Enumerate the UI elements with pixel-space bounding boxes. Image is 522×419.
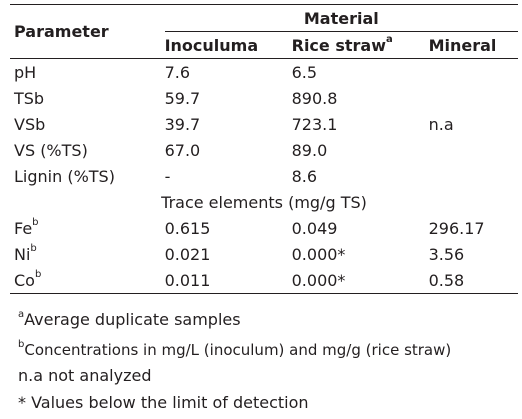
row-rice: 6.5 [291, 62, 318, 82]
material-parameter-table: Parameter Material Inoculuma Rice strawa… [10, 4, 518, 294]
trace-elements-heading: Trace elements (mg/g TS) [161, 192, 367, 212]
row-mineral [429, 59, 518, 86]
trace-rice: 0.000* [291, 244, 346, 264]
footnote-sup: b [18, 338, 25, 350]
trace-param: Nib [10, 241, 165, 267]
table-row: Nib 0.021 0.000* 3.56 [10, 241, 518, 267]
table-row: Feb 0.615 0.049 296.17 [10, 215, 518, 241]
footnote: * Values below the limit of detection [18, 393, 309, 412]
row-inoculum: 39.7 [164, 114, 201, 134]
footnote: aAverage duplicate samples [18, 308, 241, 329]
inoculum-header: Inoculuma [164, 31, 292, 59]
trace-param: Feb [10, 215, 165, 241]
row-param: TSb [14, 88, 45, 108]
row-mineral [429, 137, 518, 163]
row-rice: 723.1 [291, 114, 338, 134]
trace-inoculum: 0.011 [164, 267, 292, 294]
rice-straw-header-sup: a [385, 34, 393, 46]
mineral-header: Mineral [428, 31, 518, 59]
header-row-2: Inoculuma Rice strawa Mineral [10, 31, 518, 59]
trace-param-text: Fe [14, 218, 33, 238]
footnote: bConcentrations in mg/L (inoculum) and m… [18, 338, 452, 359]
trace-rice: 0.000* [291, 267, 429, 294]
footnote: n.a not analyzed [18, 366, 151, 385]
row-inoculum: 67.0 [164, 140, 201, 160]
row-param: pH [14, 62, 37, 82]
trace-mineral: 3.56 [428, 244, 465, 264]
row-param: Lignin (%TS) [14, 166, 115, 186]
row-inoculum: - [164, 166, 171, 186]
row-param: VSb [14, 114, 46, 134]
trace-heading-row: Trace elements (mg/g TS) [10, 189, 518, 215]
material-header: Material [164, 4, 518, 32]
trace-param-text: Ni [14, 244, 31, 264]
row-rice: 8.6 [291, 166, 318, 186]
parameter-header: Parameter [10, 4, 165, 59]
footnote-text: n.a not analyzed [18, 366, 152, 385]
footnote-sup: a [18, 308, 25, 320]
row-rice: 890.8 [291, 88, 338, 108]
table-row: pH 7.6 6.5 [10, 59, 518, 86]
header-row-1: Parameter Material [10, 4, 518, 59]
trace-param: Cob [10, 267, 165, 294]
table-row: Cob 0.011 0.000* 0.58 [10, 267, 518, 294]
trace-param-text: Co [14, 270, 35, 290]
rice-straw-header-text: Rice straw [291, 35, 386, 55]
trace-mineral: 296.17 [428, 218, 485, 238]
row-inoculum: 7.6 [164, 62, 191, 82]
table-row: Lignin (%TS) - 8.6 [10, 163, 518, 189]
row-mineral [429, 163, 518, 189]
table-row: TSb 59.7 890.8 [10, 85, 518, 111]
trace-inoculum: 0.021 [164, 244, 211, 264]
footnote-text: * Values below the limit of detection [18, 393, 309, 412]
footnote-text: Average duplicate samples [24, 310, 241, 329]
trace-inoculum: 0.615 [164, 218, 211, 238]
row-mineral [429, 85, 518, 111]
trace-param-sup: b [30, 243, 37, 255]
footnote-text: Concentrations in mg/L (inoculum) and mg… [24, 341, 452, 359]
rice-straw-header: Rice strawa [291, 31, 429, 59]
trace-mineral: 0.58 [428, 267, 518, 294]
row-param: VS (%TS) [14, 140, 88, 160]
trace-rice: 0.049 [291, 218, 338, 238]
row-rice: 89.0 [291, 140, 328, 160]
row-inoculum: 59.7 [164, 88, 201, 108]
trace-param-sup: b [32, 217, 39, 229]
table-row: VS (%TS) 67.0 89.0 [10, 137, 518, 163]
trace-param-sup: b [34, 269, 42, 281]
table-row: VSb 39.7 723.1 n.a [10, 111, 518, 137]
row-mineral: n.a [428, 114, 454, 134]
